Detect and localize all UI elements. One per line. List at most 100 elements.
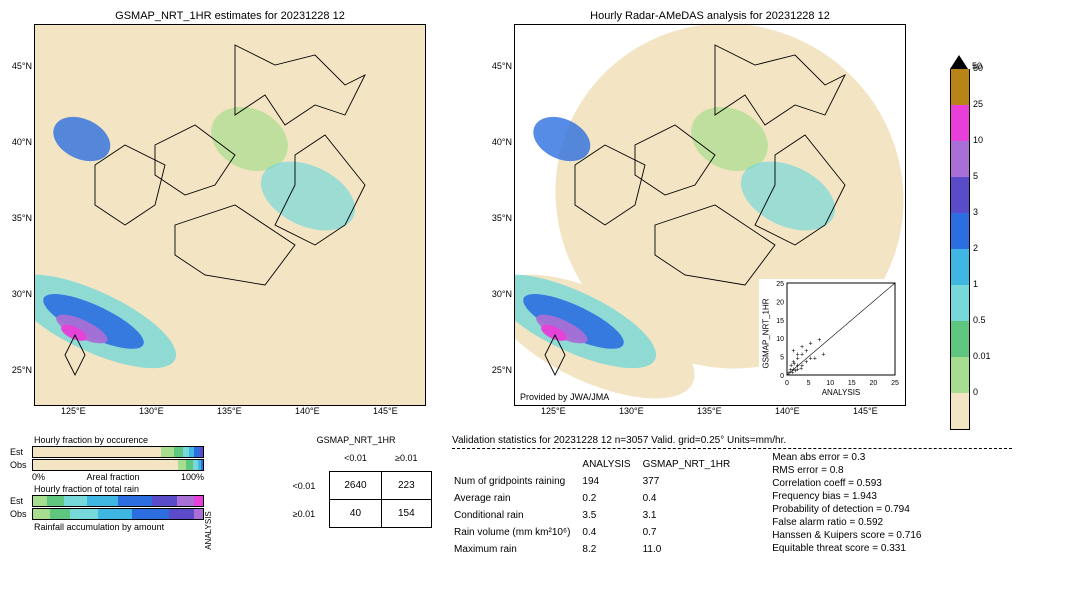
axis-tick: 130°E bbox=[139, 406, 164, 416]
colorbar-label: 2 bbox=[973, 243, 978, 253]
stat-v1: 0.4 bbox=[582, 525, 640, 540]
bar-seg bbox=[174, 447, 183, 457]
bar-seg bbox=[98, 509, 132, 519]
stat-label: Rain volume (mm km²10⁶) bbox=[454, 525, 580, 540]
stat-v2: 0.4 bbox=[643, 491, 741, 506]
axis-tick: 25°N bbox=[12, 365, 32, 375]
colorbar-seg: 0.01 bbox=[950, 357, 970, 393]
svg-text:+: + bbox=[796, 352, 800, 359]
stat-v1: 194 bbox=[582, 474, 640, 489]
metric-line: Equitable threat score = 0.331 bbox=[772, 542, 921, 555]
stat-label: Conditional rain bbox=[454, 508, 580, 523]
colorbar-seg: 50 bbox=[950, 69, 970, 105]
colorbar-seg: 2 bbox=[950, 249, 970, 285]
ct-11: 154 bbox=[381, 500, 431, 528]
colorbar-seg: 5 bbox=[950, 177, 970, 213]
stats-col2: GSMAP_NRT_1HR bbox=[643, 457, 741, 472]
metric-line: Correlation coeff = 0.593 bbox=[772, 477, 921, 490]
maps-row: GSMAP_NRT_1HR estimates for 20231228 12 … bbox=[10, 10, 1070, 430]
colorbar-seg: 0 bbox=[950, 393, 970, 430]
axis-tick: 140°E bbox=[775, 406, 800, 416]
colorbar-label: 1 bbox=[973, 279, 978, 289]
svg-text:+: + bbox=[809, 341, 813, 348]
bars-title2: Hourly fraction of total rain bbox=[34, 484, 230, 494]
bar-seg bbox=[186, 460, 193, 470]
ct-col-lt: <0.01 bbox=[330, 445, 381, 472]
est-label2: Est bbox=[10, 496, 32, 506]
stat-v1: 8.2 bbox=[582, 542, 640, 557]
bars-title1: Hourly fraction by occurence bbox=[34, 435, 230, 445]
bar-seg bbox=[178, 460, 187, 470]
stat-v2: 377 bbox=[643, 474, 741, 489]
stat-label: Maximum rain bbox=[454, 542, 580, 557]
bar-seg bbox=[33, 460, 178, 470]
bar-seg bbox=[87, 496, 118, 506]
axis-tick: 145°E bbox=[373, 406, 398, 416]
svg-text:15: 15 bbox=[776, 318, 784, 325]
svg-text:5: 5 bbox=[780, 355, 784, 362]
stats-title: Validation statistics for 20231228 12 n=… bbox=[452, 435, 1070, 446]
colorbar-label: 0 bbox=[973, 387, 978, 397]
pct-100: 100% bbox=[181, 472, 204, 482]
ct-col-ge: ≥0.01 bbox=[381, 445, 431, 472]
scatter-xlabel: ANALYSIS bbox=[822, 388, 861, 397]
axis-tick: 40°N bbox=[492, 137, 512, 147]
colorbar-label: 0.01 bbox=[973, 351, 991, 361]
axis-tick: 35°N bbox=[492, 213, 512, 223]
bar-seg bbox=[152, 496, 178, 506]
stat-v1: 0.2 bbox=[582, 491, 640, 506]
svg-text:+: + bbox=[813, 355, 817, 362]
svg-text:15: 15 bbox=[848, 380, 856, 387]
ct-row-header: ANALYSIS bbox=[204, 511, 287, 550]
colorbar-label: 3 bbox=[973, 207, 978, 217]
left-map-title: GSMAP_NRT_1HR estimates for 20231228 12 bbox=[115, 10, 345, 22]
svg-text:20: 20 bbox=[776, 299, 784, 306]
bar-seg bbox=[118, 496, 152, 506]
axis-tick: 30°N bbox=[492, 289, 512, 299]
axis-tick: 135°E bbox=[217, 406, 242, 416]
colorbar-label: 50 bbox=[972, 61, 982, 71]
metric-line: False alarm ratio = 0.592 bbox=[772, 516, 921, 529]
axis-tick: 140°E bbox=[295, 406, 320, 416]
svg-text:0: 0 bbox=[785, 380, 789, 387]
provided-label: Provided by JWA/JMA bbox=[519, 391, 610, 403]
axis-tick: 35°N bbox=[12, 213, 32, 223]
svg-text:10: 10 bbox=[826, 380, 834, 387]
root: GSMAP_NRT_1HR estimates for 20231228 12 … bbox=[10, 10, 1070, 559]
svg-text:5: 5 bbox=[807, 380, 811, 387]
axis-tick: 145°E bbox=[853, 406, 878, 416]
colorbar-seg: 3 bbox=[950, 213, 970, 249]
axis-tick: 30°N bbox=[12, 289, 32, 299]
colorbar-seg: 0.5 bbox=[950, 321, 970, 357]
bar-seg bbox=[177, 496, 194, 506]
axis-tick: 135°E bbox=[697, 406, 722, 416]
stats-col1: ANALYSIS bbox=[582, 457, 640, 472]
bar-seg bbox=[33, 509, 50, 519]
metric-line: Mean abs error = 0.3 bbox=[772, 451, 921, 464]
colorbar-label: 5 bbox=[973, 171, 978, 181]
stats-section: Validation statistics for 20231228 12 n=… bbox=[452, 435, 1070, 559]
metric-line: RMS error = 0.8 bbox=[772, 464, 921, 477]
axis-tick: 45°N bbox=[492, 61, 512, 71]
axis-tick: 125°E bbox=[61, 406, 86, 416]
svg-text:0: 0 bbox=[780, 373, 784, 380]
colorbar-label: 10 bbox=[973, 135, 983, 145]
scatter-svg: ++++++++++++++++++++++++ 0510152025 0510… bbox=[759, 279, 899, 399]
bar-seg bbox=[132, 509, 169, 519]
svg-text:+: + bbox=[804, 348, 808, 355]
axis-tick: 130°E bbox=[619, 406, 644, 416]
colorbar-seg: 1 bbox=[950, 285, 970, 321]
ct-row-lt: <0.01 bbox=[279, 472, 330, 500]
metric-line: Frequency bias = 1.943 bbox=[772, 490, 921, 503]
colorbar-seg: 25 bbox=[950, 105, 970, 141]
stat-v2: 3.1 bbox=[643, 508, 741, 523]
bar-seg bbox=[33, 496, 47, 506]
bar-seg bbox=[183, 447, 190, 457]
ct-10: 40 bbox=[330, 500, 381, 528]
pct-0: 0% bbox=[32, 472, 45, 482]
dashed-line bbox=[452, 448, 1012, 449]
total-obs-bar bbox=[32, 508, 204, 520]
metric-line: Probability of detection = 0.794 bbox=[772, 503, 921, 516]
stats-metrics: Mean abs error = 0.3RMS error = 0.8Corre… bbox=[772, 451, 921, 559]
bar-seg bbox=[70, 509, 97, 519]
